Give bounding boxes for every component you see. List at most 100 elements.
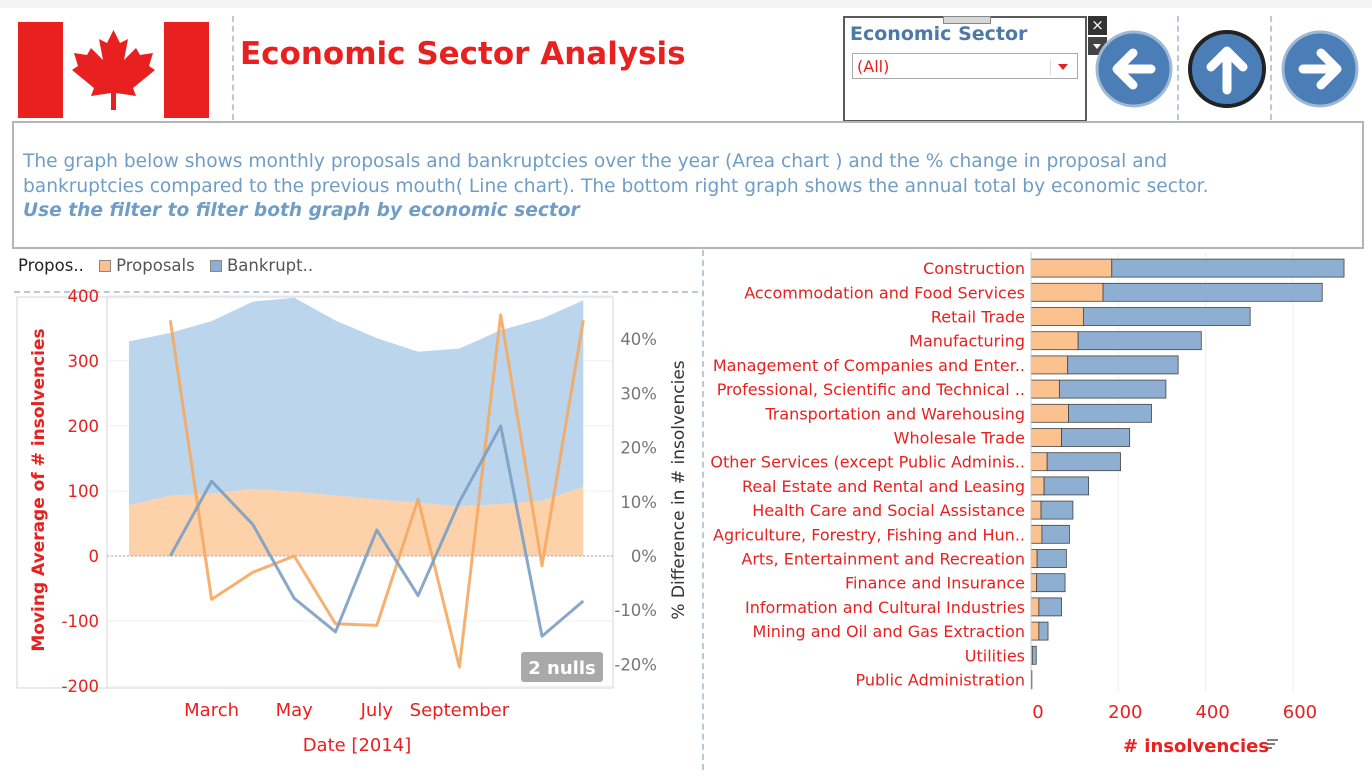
dropdown-selected-value: (All) bbox=[857, 57, 890, 76]
legend-item-bankruptcies[interactable]: Bankrupt.. bbox=[209, 256, 314, 275]
sector-label-1: Accommodation and Food Services bbox=[744, 283, 1025, 302]
y2-tick-label-2: 20% bbox=[620, 439, 657, 458]
bar-proposals-2 bbox=[1030, 307, 1084, 326]
canada-flag-icon bbox=[18, 22, 209, 118]
description-line-2: bankruptcies compared to the previous mo… bbox=[23, 175, 1209, 197]
bar-proposals-7 bbox=[1030, 428, 1062, 447]
bar-proposals-8 bbox=[1030, 452, 1048, 472]
sector-label-13: Finance and Insurance bbox=[845, 574, 1025, 593]
monthly-insolvencies-chart: 400 300 200 100 0 -100 -200 40% 30% 20% 10% 0% -10% -… bbox=[16, 287, 689, 756]
sector-label-2: Retail Trade bbox=[931, 308, 1025, 327]
bar-bankruptcies-9 bbox=[1043, 476, 1090, 496]
y2-tick-label-6: -20% bbox=[614, 655, 657, 674]
bar-bankruptcies-13 bbox=[1036, 573, 1066, 593]
sector-label-0: Construction bbox=[923, 259, 1025, 278]
sort-icon[interactable] bbox=[1267, 739, 1278, 749]
description-line-3: Use the filter to filter both graph by e… bbox=[23, 200, 580, 221]
bar-proposals-1 bbox=[1030, 282, 1104, 302]
bar-bankruptcies-7 bbox=[1061, 428, 1131, 447]
bar-bankruptcies-6 bbox=[1068, 403, 1152, 423]
legend-swatch-proposals bbox=[99, 260, 112, 272]
legend-item-proposals[interactable]: Proposals bbox=[99, 256, 195, 275]
bar-proposals-10 bbox=[1030, 500, 1042, 520]
bar-proposals-0 bbox=[1030, 258, 1113, 278]
y-tick-label-0: 400 bbox=[68, 287, 100, 306]
y-tick-label-3: 100 bbox=[68, 482, 100, 501]
bar-proposals-14 bbox=[1030, 597, 1040, 617]
sector-label-10: Health Care and Social Assistance bbox=[752, 501, 1025, 520]
close-icon[interactable]: × bbox=[1088, 16, 1107, 35]
page-title: Economic Sector Analysis bbox=[240, 36, 686, 72]
divider-nav-2 bbox=[1270, 16, 1272, 120]
filter-drag-handle[interactable] bbox=[943, 16, 991, 24]
bar-bankruptcies-10 bbox=[1040, 500, 1074, 520]
arrow-right-icon[interactable] bbox=[1279, 28, 1361, 110]
divider-nav-1 bbox=[1177, 16, 1179, 120]
x-tick-label-2: July bbox=[360, 700, 394, 721]
nulls-badge-bg bbox=[521, 652, 603, 682]
y-tick-label-6: -200 bbox=[62, 677, 99, 696]
sector-label-7: Wholesale Trade bbox=[894, 429, 1025, 448]
sector-label-5: Professional, Scientific and Technical .… bbox=[717, 380, 1025, 399]
bar-proposals-6 bbox=[1030, 403, 1069, 423]
bar-bankruptcies-15 bbox=[1038, 621, 1049, 641]
y-axis-title: Moving Average of # insolvencies bbox=[29, 328, 49, 651]
bar-proposals-4 bbox=[1030, 355, 1069, 375]
sector-bar-chart: Construction Accommodation and Food Servi… bbox=[710, 252, 1345, 757]
bar-proposals-13 bbox=[1030, 573, 1038, 593]
arrow-up-icon[interactable] bbox=[1186, 28, 1268, 110]
bar-bankruptcies-11 bbox=[1041, 524, 1070, 544]
bar-bankruptcies-12 bbox=[1036, 549, 1067, 568]
divider-charts bbox=[702, 250, 704, 770]
sector-label-17: Public Administration bbox=[855, 671, 1025, 690]
y2-tick-label-3: 10% bbox=[620, 493, 657, 512]
bar-proposals-15 bbox=[1030, 621, 1040, 641]
y-tick-label-1: 300 bbox=[68, 352, 100, 371]
sector-label-6: Transportation and Warehousing bbox=[764, 404, 1025, 423]
sector-label-4: Management of Companies and Enter.. bbox=[713, 356, 1025, 375]
y-tick-label-5: -100 bbox=[62, 612, 99, 631]
filter-title: Economic Sector bbox=[850, 23, 1028, 45]
sector-label-14: Information and Cultural Industries bbox=[745, 598, 1025, 617]
bar-proposals-5 bbox=[1030, 379, 1060, 399]
legend-title: Propos.. bbox=[18, 256, 84, 275]
arrow-left-icon[interactable] bbox=[1093, 28, 1175, 110]
y2-tick-label-5: -10% bbox=[614, 601, 657, 620]
y-tick-label-2: 200 bbox=[68, 417, 100, 436]
bar-bankruptcies-14 bbox=[1038, 597, 1062, 617]
legend-label-proposals: Proposals bbox=[116, 256, 195, 275]
bar-bankruptcies-0 bbox=[1111, 258, 1345, 278]
bar-x-tick-label-0: 0 bbox=[1032, 702, 1043, 723]
bar-bankruptcies-4 bbox=[1067, 355, 1179, 375]
legend-swatch-bankruptcies bbox=[209, 260, 222, 272]
bar-x-tick-label-1: 200 bbox=[1108, 702, 1142, 723]
bar-bankruptcies-1 bbox=[1102, 282, 1323, 302]
economic-sector-dropdown[interactable]: (All) bbox=[852, 53, 1078, 79]
legend-label-bankruptcies: Bankrupt.. bbox=[226, 256, 314, 275]
sector-label-8: Other Services (except Public Adminis.. bbox=[710, 453, 1025, 472]
bar-x-tick-label-3: 600 bbox=[1283, 702, 1317, 723]
bar-x-axis-title: # insolvencies bbox=[1123, 736, 1269, 757]
area-bankruptcies bbox=[129, 297, 584, 507]
chevron-down-icon[interactable] bbox=[1050, 59, 1073, 75]
bar-bankruptcies-5 bbox=[1058, 379, 1167, 399]
x-tick-label-3: September bbox=[410, 700, 510, 721]
sector-label-15: Mining and Oil and Gas Extraction bbox=[753, 622, 1025, 641]
line-pct-bankruptcies bbox=[168, 424, 585, 638]
bar-proposals-11 bbox=[1030, 524, 1043, 544]
bar-x-tick-label-2: 400 bbox=[1195, 702, 1229, 723]
y2-tick-label-4: 0% bbox=[631, 547, 657, 566]
sector-label-3: Manufacturing bbox=[909, 332, 1025, 351]
nulls-badge-label: 2 nulls bbox=[528, 658, 595, 679]
chart-legend: Propos.. Proposals Bankrupt.. bbox=[18, 256, 323, 275]
bar-proposals-12 bbox=[1030, 549, 1038, 568]
y2-axis-title: % Difference in # insolvencies bbox=[669, 360, 689, 619]
nulls-indicator[interactable]: 2 nulls bbox=[521, 652, 603, 682]
divider-header bbox=[232, 16, 234, 120]
bar-proposals-9 bbox=[1030, 476, 1045, 496]
area-proposals bbox=[129, 487, 584, 556]
bar-proposals-3 bbox=[1030, 331, 1079, 351]
y2-tick-label-1: 30% bbox=[620, 384, 657, 403]
bar-bankruptcies-8 bbox=[1046, 452, 1121, 472]
y2-tick-label-0: 40% bbox=[620, 330, 657, 349]
